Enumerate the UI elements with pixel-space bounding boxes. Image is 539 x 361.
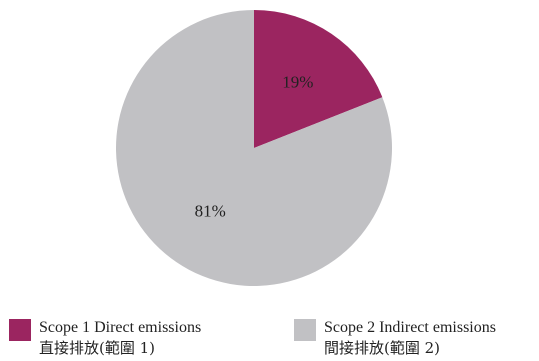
legend-item-scope-2: Scope 2 Indirect emissions 間接排放(範圍 2) [294, 318, 496, 358]
legend-swatch-scope-1 [9, 319, 31, 341]
pie-slice-scope-1 [254, 10, 383, 148]
slice-label-scope-2: 81% [195, 201, 226, 220]
legend-item-scope-1: Scope 1 Direct emissions 直接排放(範圍 1) [9, 318, 201, 358]
legend-label-scope-2-en: Scope 2 Indirect emissions [324, 319, 496, 336]
pie-slices [115, 10, 392, 286]
legend-label-scope-1-zh: 直接排放(範圍 1) [39, 339, 156, 357]
slice-label-scope-1: 19% [282, 72, 313, 91]
legend-label-scope-2-zh: 間接排放(範圍 2) [324, 339, 441, 357]
legend-label-scope-1-en: Scope 1 Direct emissions [39, 319, 202, 336]
pie-slice-scope-2 [115, 10, 392, 286]
slice-labels: 19% 81% [195, 72, 314, 220]
legend-swatch-scope-2 [294, 319, 316, 341]
pie-chart: 19% 81% [115, 10, 392, 286]
